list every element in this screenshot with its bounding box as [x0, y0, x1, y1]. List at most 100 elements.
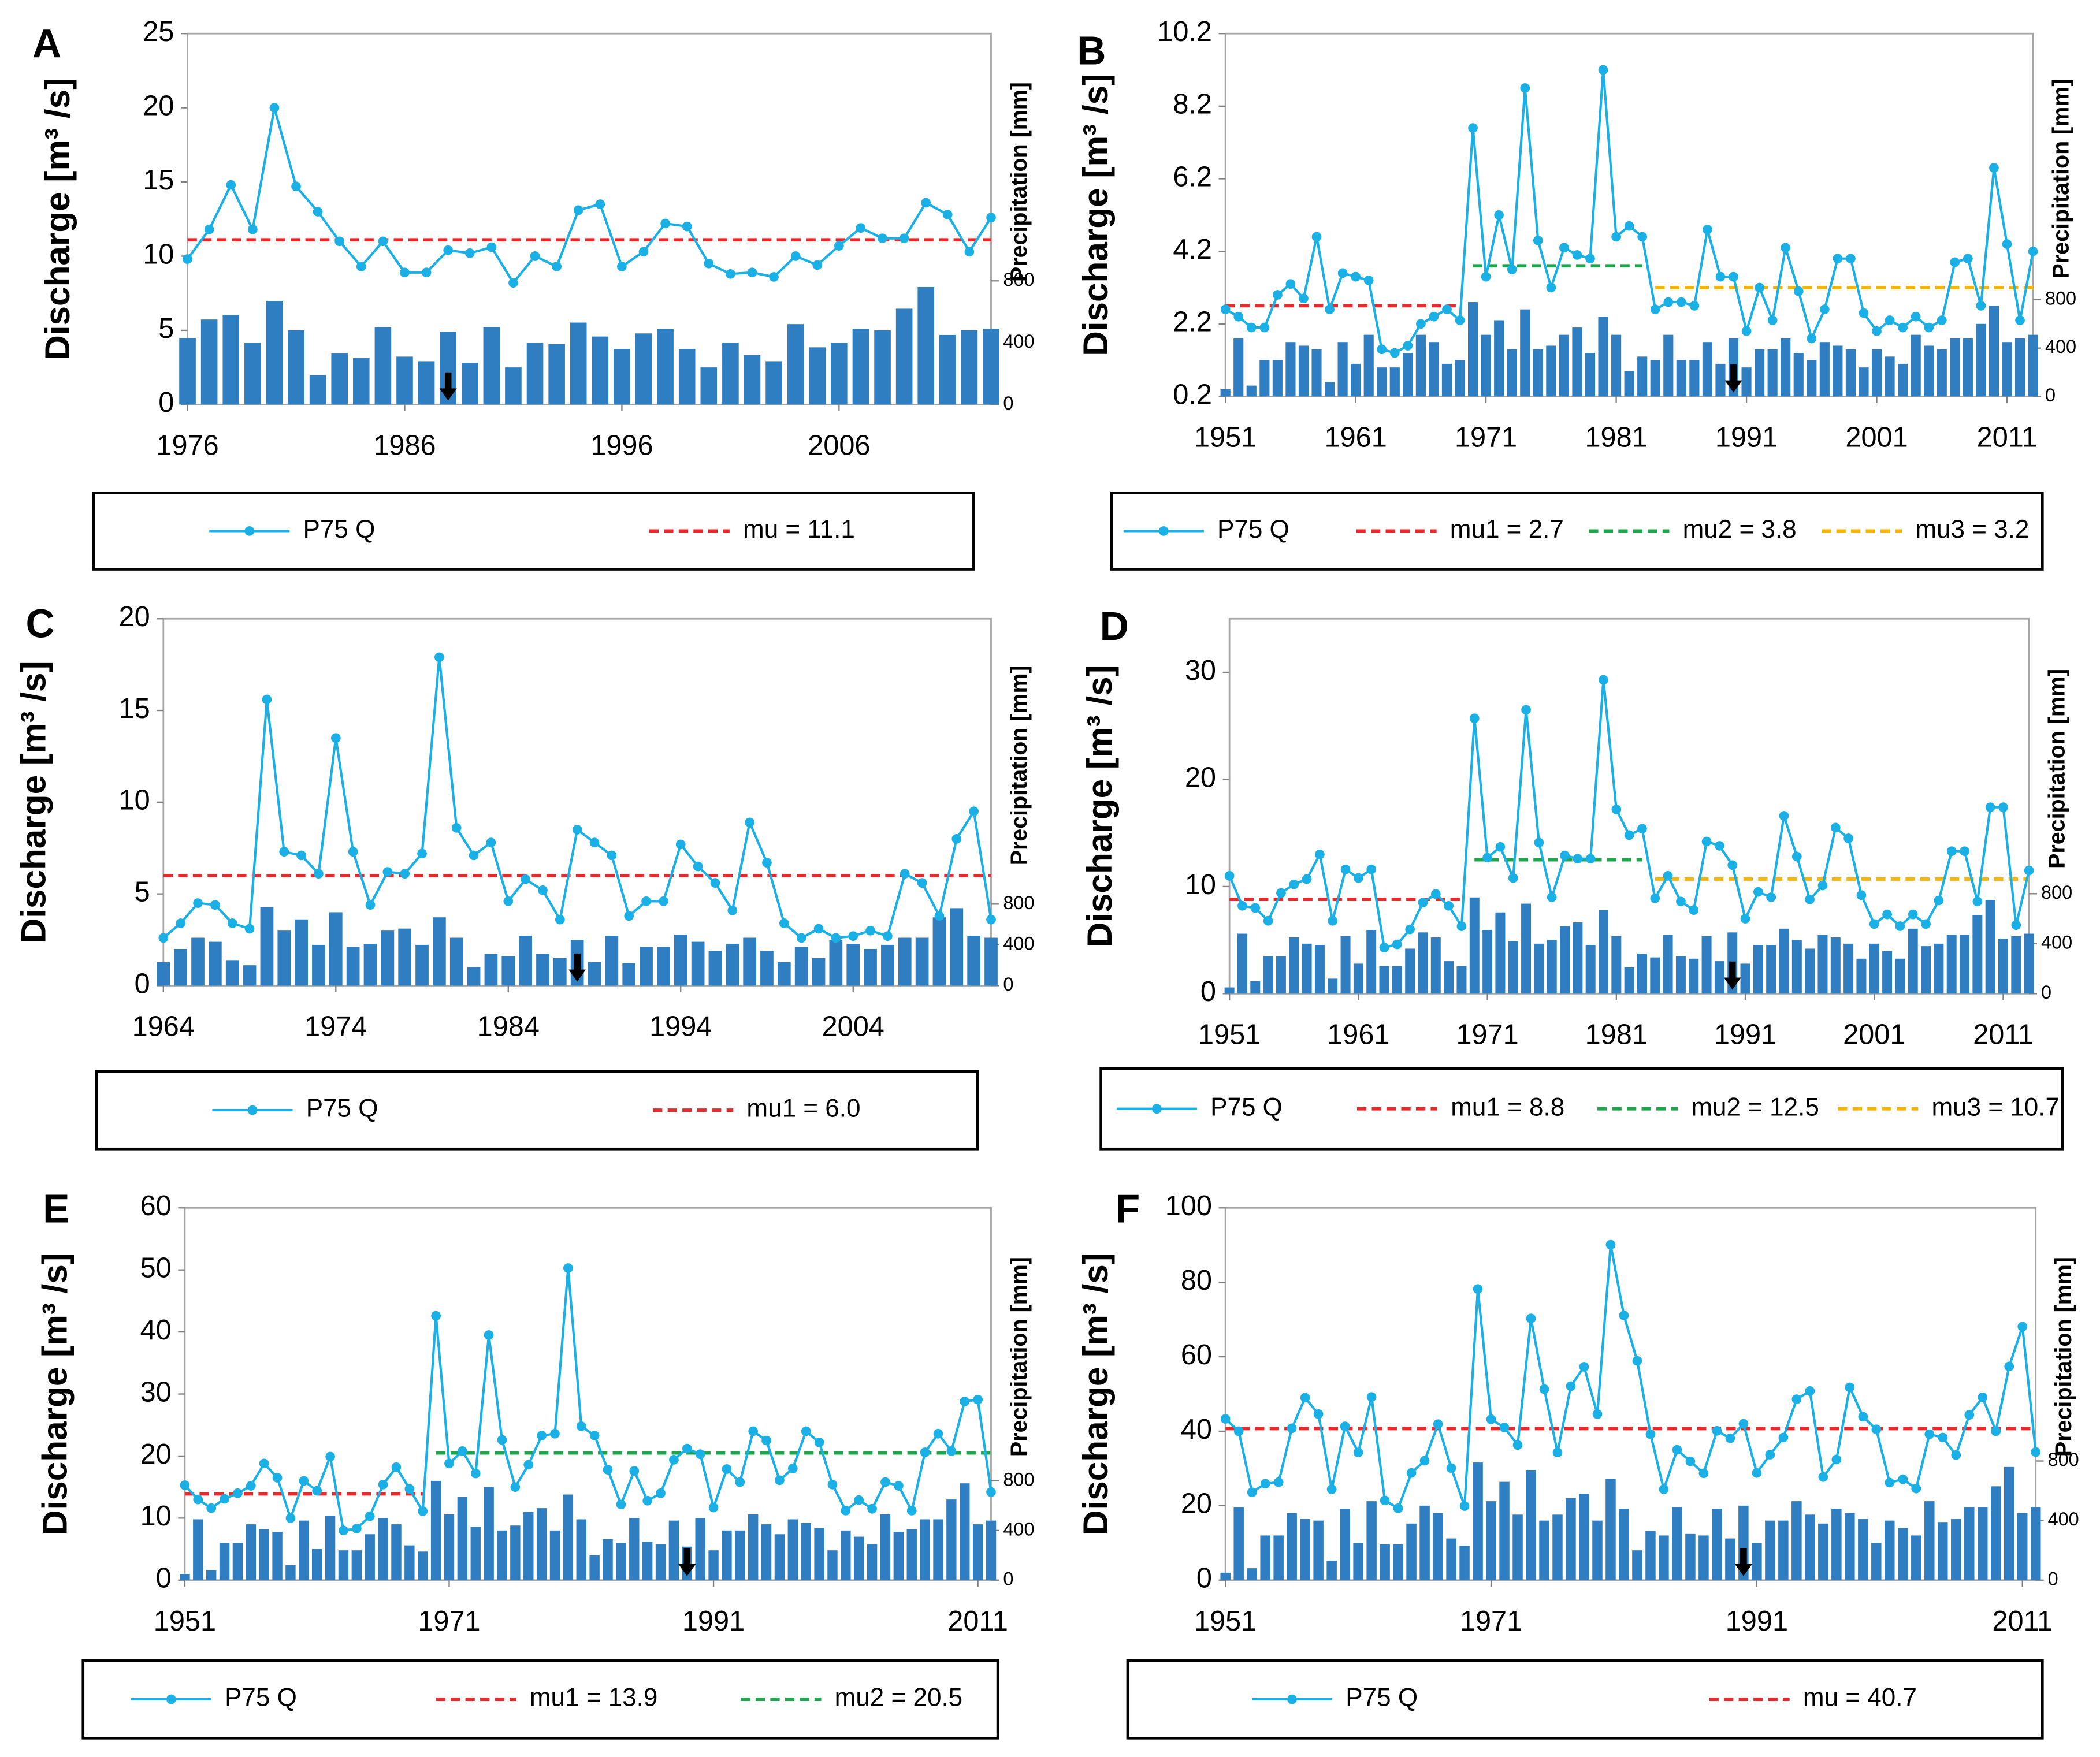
discharge-point — [550, 1428, 560, 1439]
discharge-point — [856, 223, 866, 233]
discharge-point — [503, 896, 514, 906]
discharge-point — [1433, 1419, 1443, 1430]
precipitation-bar — [588, 962, 601, 986]
change-arrow — [568, 953, 586, 982]
discharge-point — [796, 933, 806, 943]
precipitation-bar — [1495, 912, 1506, 994]
precipitation-bar — [285, 1565, 296, 1580]
precipitation-bar — [1403, 353, 1413, 397]
precipitation-bar — [932, 917, 946, 986]
y-tick-label: 0 — [135, 968, 150, 999]
precipitation-bar — [206, 1570, 217, 1580]
discharge-point — [1340, 1421, 1350, 1431]
y-tick-label: 60 — [140, 1190, 172, 1222]
discharge-point — [1246, 322, 1257, 333]
precipitation-bar — [708, 1550, 719, 1580]
precipitation-bar — [787, 1519, 798, 1580]
discharge-point — [1645, 1429, 1656, 1439]
discharge-point — [973, 1394, 983, 1405]
y2-tick-label: 0 — [2041, 982, 2051, 1003]
discharge-point — [964, 247, 975, 257]
precipitation-bar — [1547, 940, 1557, 994]
discharge-point — [1579, 1362, 1589, 1372]
x-tick-label: 2011 — [1992, 1606, 2053, 1637]
discharge-point — [641, 896, 651, 906]
discharge-point — [404, 1484, 415, 1494]
discharge-point — [660, 218, 670, 229]
discharge-point — [900, 869, 910, 879]
discharge-point — [827, 1479, 838, 1490]
precipitation-bar — [1494, 320, 1504, 397]
discharge-point — [1340, 864, 1351, 874]
precipitation-bar — [1285, 342, 1296, 397]
discharge-point — [1507, 265, 1517, 274]
discharge-point — [484, 1330, 494, 1340]
x-tick-label: 1991 — [1726, 1606, 1788, 1637]
y-tick-label: 60 — [1181, 1339, 1212, 1371]
discharge-point — [312, 1486, 322, 1496]
y2-tick-label: 0 — [2045, 385, 2056, 405]
precipitation-bar — [536, 1508, 547, 1580]
legend-label: P75 Q — [306, 1095, 378, 1123]
precipitation-bar — [1573, 922, 1583, 994]
discharge-point — [775, 1475, 785, 1486]
precipitation-bar — [510, 1525, 521, 1580]
discharge-point — [1767, 315, 1778, 325]
precipitation-bar — [1689, 958, 1699, 994]
x-tick-label: 2011 — [1973, 1019, 2034, 1050]
precipitation-bar — [1659, 1535, 1669, 1580]
x-tick-label: 1951 — [1194, 1606, 1257, 1637]
precipitation-bar — [1807, 360, 1817, 397]
discharge-point — [607, 850, 617, 861]
precipitation-bar — [700, 367, 718, 405]
precipitation-bar — [549, 1530, 560, 1580]
discharge-point — [1698, 1468, 1709, 1479]
y2-axis-title: Precipitation [mm] — [1006, 1257, 1032, 1457]
legend-marker — [1287, 1694, 1297, 1704]
discharge-point — [1233, 311, 1244, 322]
precipitation-bar — [708, 951, 722, 986]
precipitation-bar — [678, 349, 696, 405]
precipitation-bar — [1526, 1469, 1536, 1580]
discharge-point — [969, 806, 979, 817]
x-tick-label: 1984 — [477, 1011, 540, 1043]
precipitation-bar — [674, 935, 687, 986]
discharge-point — [291, 181, 301, 192]
x-tick-label: 1991 — [1715, 422, 1778, 453]
precipitation-bar — [1459, 1546, 1470, 1580]
discharge-point — [1781, 243, 1791, 253]
precipitation-bar — [225, 960, 239, 986]
discharge-point — [917, 878, 927, 888]
discharge-point — [1791, 1394, 1802, 1404]
precipitation-bar — [1766, 944, 1776, 994]
precipitation-bar — [1779, 928, 1789, 994]
x-tick-label: 2006 — [808, 430, 870, 461]
discharge-point — [299, 1476, 309, 1486]
discharge-point — [180, 1480, 190, 1490]
discharge-point — [382, 867, 393, 877]
precipitation-bar — [1429, 342, 1439, 397]
precipitation-bar — [893, 1531, 904, 1580]
discharge-point — [726, 269, 735, 279]
y-tick-label: 5 — [135, 877, 150, 908]
precipitation-bar — [1675, 956, 1686, 994]
discharge-point — [1444, 900, 1454, 911]
discharge-point — [421, 267, 432, 278]
precipitation-bar — [1340, 936, 1351, 994]
discharge-point — [848, 931, 858, 941]
precipitation-bar — [1605, 1479, 1616, 1580]
discharge-point — [1885, 315, 1895, 325]
precipitation-bar — [622, 963, 636, 986]
discharge-point — [279, 847, 289, 857]
discharge-point — [1978, 1392, 1988, 1402]
discharge-point — [1650, 304, 1660, 315]
discharge-point — [1871, 1424, 1882, 1435]
discharge-point — [183, 254, 192, 264]
precipitation-bar — [563, 1494, 574, 1580]
precipitation-bar — [272, 1531, 283, 1580]
discharge-point — [1446, 1463, 1456, 1473]
discharge-point — [682, 221, 692, 232]
x-tick-label: 1971 — [1455, 422, 1517, 453]
